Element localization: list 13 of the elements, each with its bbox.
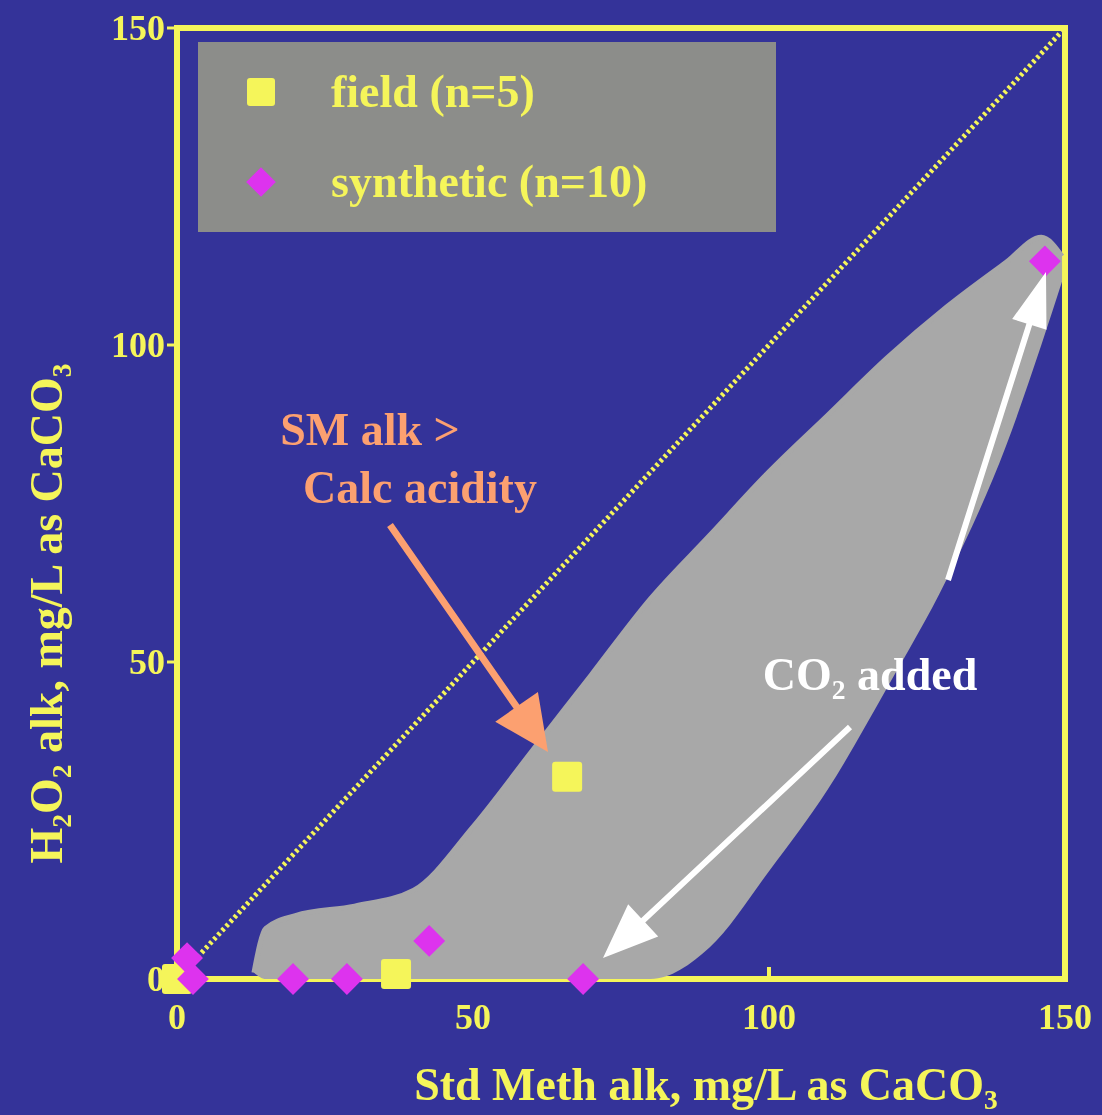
x-tick-label: 100 — [742, 997, 796, 1037]
point — [381, 958, 412, 989]
y-tick-label: 100 — [111, 325, 165, 365]
x-tick-label: 150 — [1038, 997, 1092, 1037]
y-tick-label: 50 — [129, 642, 165, 682]
x-tick-label: 50 — [455, 997, 491, 1037]
annotation: SM alk > Calc acidity — [280, 404, 537, 513]
x-axis-title: Std Meth alk, mg/L as CaCO₃ — [414, 1059, 998, 1110]
point — [552, 761, 583, 792]
y-axis-title: H₂O₂ alk, mg/L as CaCO₃ — [21, 363, 72, 864]
legend-label: synthetic (n=10) — [331, 156, 648, 207]
y-tick-label: 150 — [111, 8, 165, 48]
legend-label: field (n=5) — [331, 66, 535, 117]
